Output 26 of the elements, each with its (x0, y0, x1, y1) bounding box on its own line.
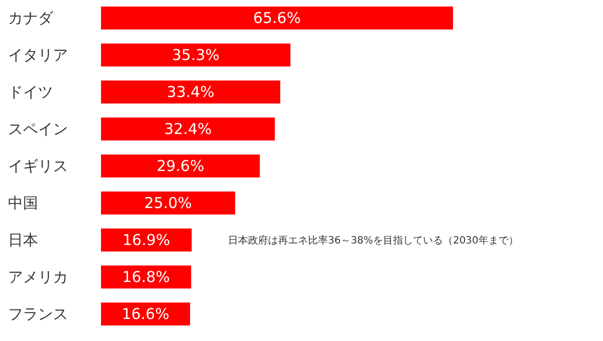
data-label: 16.9% (122, 231, 170, 250)
bar (101, 118, 275, 140)
bar (101, 154, 260, 178)
bar (101, 6, 453, 30)
data-label: 29.6% (156, 157, 204, 176)
y-tick-label: イギリス (8, 157, 68, 176)
annotation: 日本政府は再エネ比率36～38%を目指している（2030年まで） (228, 234, 518, 247)
data-label: 16.6% (122, 305, 170, 324)
y-tick-label: フランス (8, 305, 68, 324)
data-label: 16.8% (122, 268, 170, 286)
bar (101, 302, 190, 326)
bar (101, 80, 280, 104)
data-label: 35.3% (172, 46, 220, 64)
y-tick-label: スペイン (8, 120, 68, 138)
y-tick-label: アメリカ (8, 268, 68, 286)
y-tick-label: 日本 (8, 231, 38, 250)
bar (101, 44, 290, 66)
y-tick-label: カナダ (8, 9, 54, 28)
data-label: 25.0% (144, 194, 192, 212)
y-tick-label: ドイツ (8, 83, 53, 102)
bar (101, 192, 236, 214)
y-tick-label: 中国 (8, 194, 38, 212)
data-label: 33.4% (166, 83, 214, 102)
data-label: 65.6% (253, 9, 301, 28)
data-label: 32.4% (164, 120, 212, 138)
y-tick-label: イタリア (8, 46, 68, 64)
